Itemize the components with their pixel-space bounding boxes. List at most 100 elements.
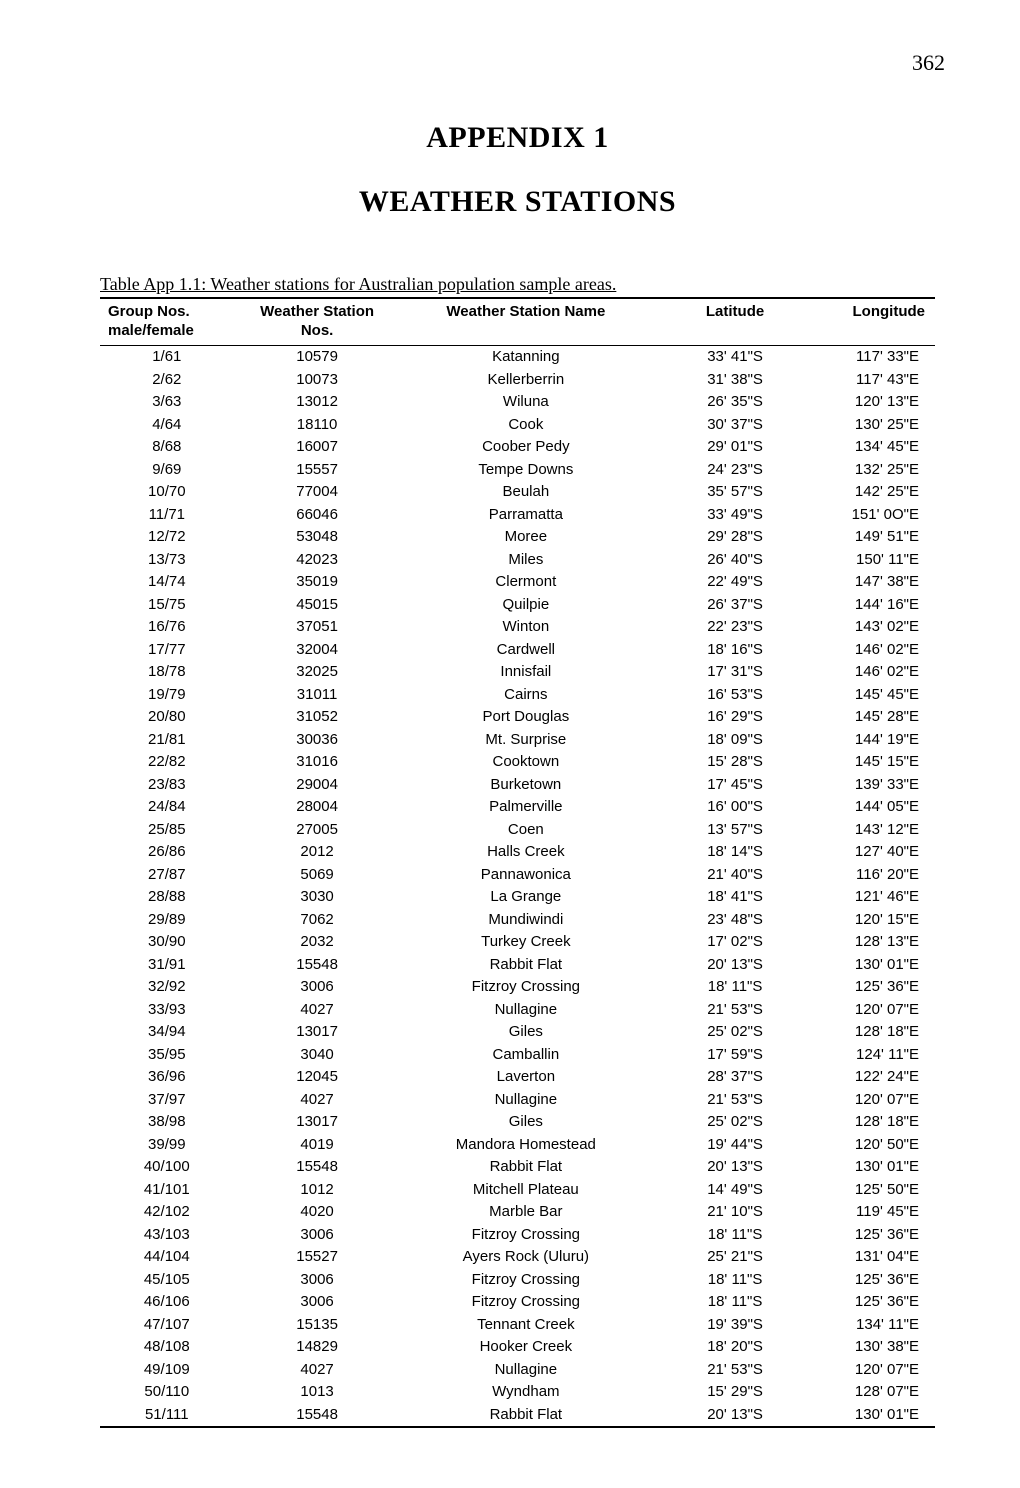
cell-name: Fitzroy Crossing [401,1223,652,1246]
cell-group: 29/89 [100,908,234,931]
cell-lon: 145' 28"E [793,706,935,729]
cell-wsno: 5069 [234,863,401,886]
cell-lon: 145' 45"E [793,683,935,706]
cell-wsno: 15548 [234,953,401,976]
cell-group: 3/63 [100,391,234,414]
table-row: 12/7253048Moree29' 28"S149' 51"E [100,526,935,549]
cell-name: Miles [401,548,652,571]
cell-lon: 134' 45"E [793,436,935,459]
cell-lon: 125' 36"E [793,1268,935,1291]
cell-lon: 130' 01"E [793,1403,935,1427]
cell-name: Fitzroy Crossing [401,1291,652,1314]
cell-wsno: 15527 [234,1246,401,1269]
table-row: 32/923006Fitzroy Crossing18' 11"S125' 36… [100,976,935,999]
cell-lat: 19' 44"S [651,1133,793,1156]
cell-wsno: 13017 [234,1021,401,1044]
cell-name: Marble Bar [401,1201,652,1224]
table-row: 36/9612045Laverton28' 37"S122' 24"E [100,1066,935,1089]
table-caption: Table App 1.1: Weather stations for Aust… [100,274,935,295]
cell-lat: 21' 53"S [651,1358,793,1381]
cell-lon: 120' 07"E [793,1088,935,1111]
cell-wsno: 12045 [234,1066,401,1089]
cell-name: Laverton [401,1066,652,1089]
cell-name: Wiluna [401,391,652,414]
cell-name: Mitchell Plateau [401,1178,652,1201]
cell-group: 48/108 [100,1336,234,1359]
cell-wsno: 4027 [234,998,401,1021]
cell-wsno: 13017 [234,1111,401,1134]
cell-wsno: 77004 [234,481,401,504]
col-header-wsno-label: Weather Station [260,303,374,320]
cell-name: Turkey Creek [401,931,652,954]
table-row: 29/897062Mundiwindi23' 48"S120' 15"E [100,908,935,931]
table-row: 38/9813017Giles25' 02"S128' 18"E [100,1111,935,1134]
cell-group: 42/102 [100,1201,234,1224]
cell-lon: 144' 05"E [793,796,935,819]
cell-lat: 17' 02"S [651,931,793,954]
cell-wsno: 28004 [234,796,401,819]
cell-lat: 33' 49"S [651,503,793,526]
cell-lon: 146' 02"E [793,638,935,661]
cell-lat: 15' 29"S [651,1381,793,1404]
table-row: 37/974027Nullagine21' 53"S120' 07"E [100,1088,935,1111]
cell-name: Hooker Creek [401,1336,652,1359]
table-row: 51/11115548Rabbit Flat20' 13"S130' 01"E [100,1403,935,1427]
table-row: 2/6210073Kellerberrin31' 38"S117' 43"E [100,368,935,391]
cell-lon: 151' 0O"E [793,503,935,526]
cell-group: 12/72 [100,526,234,549]
cell-group: 17/77 [100,638,234,661]
cell-group: 44/104 [100,1246,234,1269]
cell-lat: 21' 40"S [651,863,793,886]
table-row: 1/6110579Katanning33' 41"S117' 33"E [100,345,935,368]
cell-wsno: 31016 [234,751,401,774]
cell-name: Moree [401,526,652,549]
cell-lon: 121' 46"E [793,886,935,909]
table-row: 25/8527005Coen13' 57"S143' 12"E [100,818,935,841]
cell-name: Mandora Homestead [401,1133,652,1156]
cell-name: Rabbit Flat [401,1156,652,1179]
cell-lon: 150' 11"E [793,548,935,571]
cell-group: 26/86 [100,841,234,864]
cell-wsno: 1013 [234,1381,401,1404]
table-row: 20/8031052Port Douglas16' 29"S145' 28"E [100,706,935,729]
cell-wsno: 2032 [234,931,401,954]
cell-name: Coober Pedy [401,436,652,459]
cell-lon: 119' 45"E [793,1201,935,1224]
cell-group: 16/76 [100,616,234,639]
table-row: 30/902032Turkey Creek17' 02"S128' 13"E [100,931,935,954]
cell-name: Cairns [401,683,652,706]
cell-name: Cooktown [401,751,652,774]
cell-lon: 125' 36"E [793,976,935,999]
cell-group: 50/110 [100,1381,234,1404]
cell-group: 15/75 [100,593,234,616]
table-row: 47/10715135Tennant Creek19' 39"S134' 11"… [100,1313,935,1336]
cell-lat: 33' 41"S [651,345,793,368]
table-row: 21/8130036Mt. Surprise18' 09"S144' 19"E [100,728,935,751]
cell-lat: 19' 39"S [651,1313,793,1336]
cell-wsno: 10579 [234,345,401,368]
cell-name: Giles [401,1021,652,1044]
table-row: 8/6816007Coober Pedy29' 01"S134' 45"E [100,436,935,459]
cell-wsno: 3006 [234,1223,401,1246]
cell-lon: 125' 36"E [793,1291,935,1314]
cell-lon: 143' 02"E [793,616,935,639]
cell-wsno: 3006 [234,976,401,999]
cell-name: Palmerville [401,796,652,819]
cell-group: 11/71 [100,503,234,526]
cell-lat: 23' 48"S [651,908,793,931]
table-row: 26/862012Halls Creek18' 14"S127' 40"E [100,841,935,864]
cell-wsno: 3006 [234,1268,401,1291]
cell-group: 10/70 [100,481,234,504]
cell-lat: 20' 13"S [651,1403,793,1427]
cell-name: Clermont [401,571,652,594]
cell-group: 36/96 [100,1066,234,1089]
cell-wsno: 14829 [234,1336,401,1359]
cell-lon: 116' 20"E [793,863,935,886]
cell-lat: 18' 11"S [651,1268,793,1291]
cell-lon: 120' 50"E [793,1133,935,1156]
table-row: 44/10415527Ayers Rock (Uluru)25' 21"S131… [100,1246,935,1269]
table-row: 39/994019Mandora Homestead19' 44"S120' 5… [100,1133,935,1156]
cell-group: 21/81 [100,728,234,751]
col-header-lon: Longitude [793,298,935,345]
cell-wsno: 42023 [234,548,401,571]
